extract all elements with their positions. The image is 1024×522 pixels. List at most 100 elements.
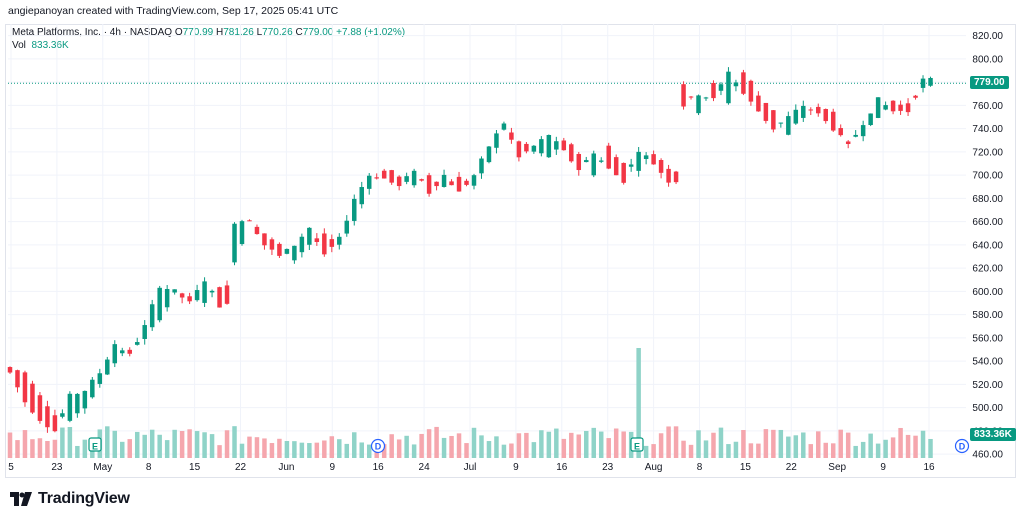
volume-bar bbox=[7, 432, 13, 458]
time-tick-label: 24 bbox=[419, 462, 431, 473]
volume-bar bbox=[239, 443, 245, 458]
candle-body bbox=[673, 171, 679, 183]
candle-body bbox=[449, 181, 454, 186]
chart-frame bbox=[5, 24, 1016, 478]
volume-bar bbox=[209, 434, 215, 458]
symbol-legend: Meta Platforms, Inc. · 4h · NASDAQ O770.… bbox=[12, 26, 405, 40]
candle-body bbox=[217, 287, 222, 308]
close-value: 779.00 bbox=[302, 27, 334, 38]
volume-bar bbox=[554, 428, 559, 458]
volume-bar bbox=[127, 439, 132, 458]
volume-bar bbox=[524, 432, 529, 458]
volume-label[interactable]: Vol bbox=[12, 40, 26, 51]
volume-bar bbox=[434, 426, 439, 458]
volume-bar bbox=[359, 442, 364, 458]
volume-bar bbox=[786, 436, 791, 458]
high-value: 781.26 bbox=[223, 27, 254, 38]
candle-body bbox=[149, 304, 155, 328]
candle-body bbox=[232, 223, 237, 263]
price-tick-label: 760.00 bbox=[972, 101, 1003, 112]
volume-bar bbox=[591, 427, 596, 458]
candle-body bbox=[374, 177, 379, 179]
time-tick-label: 15 bbox=[740, 462, 752, 473]
volume-bar bbox=[688, 444, 694, 458]
volume-bar bbox=[898, 427, 903, 458]
candle-body bbox=[486, 146, 492, 163]
volume-bar bbox=[269, 443, 275, 458]
candle-body bbox=[546, 134, 552, 158]
high-key: H bbox=[215, 27, 224, 38]
candle-body bbox=[898, 104, 903, 111]
volume-bar bbox=[52, 439, 58, 458]
candle-body bbox=[292, 245, 297, 261]
candle-body bbox=[591, 153, 596, 176]
candle-body bbox=[284, 248, 290, 254]
volume-bar bbox=[531, 442, 537, 458]
price-tick-label: 820.00 bbox=[972, 31, 1003, 42]
candle-body bbox=[860, 125, 866, 137]
candle-body bbox=[75, 393, 80, 414]
volume-bar bbox=[37, 438, 43, 458]
volume-bar bbox=[164, 440, 170, 458]
low-value: 770.26 bbox=[262, 27, 293, 38]
candle-body bbox=[853, 134, 858, 137]
volume-bar bbox=[636, 348, 641, 458]
candle-body bbox=[209, 290, 215, 293]
volume-bar bbox=[322, 440, 327, 458]
change-value: +7.88 (+1.02%) bbox=[336, 27, 406, 38]
volume-bar bbox=[681, 440, 686, 458]
volume-bar bbox=[546, 431, 552, 458]
candle-body bbox=[823, 109, 828, 122]
candle-body bbox=[763, 102, 769, 121]
volume-bar bbox=[75, 445, 80, 458]
volume-bar bbox=[479, 435, 484, 458]
volume-bar bbox=[179, 430, 185, 458]
candle-body bbox=[359, 187, 364, 205]
time-tick-label: May bbox=[93, 462, 112, 473]
candle-body bbox=[30, 383, 35, 413]
candle-body bbox=[389, 170, 394, 183]
candle-body bbox=[194, 290, 200, 301]
price-tick-label: 520.00 bbox=[972, 380, 1003, 391]
tradingview-logo[interactable]: TradingView bbox=[10, 490, 130, 508]
candle-body bbox=[703, 97, 709, 99]
volume-bar bbox=[793, 435, 799, 458]
candle-body bbox=[531, 145, 537, 152]
candle-body bbox=[479, 158, 484, 174]
volume-bar bbox=[187, 429, 192, 458]
volume-bar bbox=[224, 430, 230, 458]
price-tick-label: 540.00 bbox=[972, 357, 1003, 368]
symbol-title[interactable]: Meta Platforms, Inc. · 4h · NASDAQ bbox=[12, 27, 173, 38]
time-tick-label: 15 bbox=[189, 462, 201, 473]
volume-bar bbox=[149, 429, 155, 458]
price-tick-label: 580.00 bbox=[972, 310, 1003, 321]
candle-body bbox=[584, 160, 589, 163]
candle-body bbox=[606, 145, 611, 169]
volume-bar bbox=[15, 440, 20, 458]
candle-body bbox=[82, 390, 88, 409]
close-key: C bbox=[295, 27, 303, 38]
candle-body bbox=[127, 349, 132, 354]
candle-body bbox=[15, 370, 20, 388]
candle-body bbox=[254, 226, 260, 235]
volume-bar bbox=[30, 439, 35, 458]
candle-body bbox=[628, 164, 634, 167]
candle-body bbox=[643, 155, 649, 159]
volume-bar bbox=[247, 436, 252, 458]
candle-body bbox=[426, 175, 432, 194]
candle-body bbox=[920, 78, 926, 88]
candle-body bbox=[748, 80, 754, 102]
volume-bar bbox=[292, 441, 297, 458]
dividend-marker-label: D bbox=[959, 442, 966, 452]
volume-bar bbox=[299, 442, 305, 458]
candle-body bbox=[666, 168, 671, 183]
candle-body bbox=[913, 95, 918, 98]
volume-bar bbox=[501, 444, 507, 458]
time-tick-label: Aug bbox=[645, 462, 663, 473]
candle-body bbox=[875, 97, 881, 118]
candle-body bbox=[509, 132, 514, 140]
volume-bar bbox=[486, 441, 492, 458]
earnings-marker bbox=[88, 437, 102, 452]
candle-body bbox=[718, 84, 724, 91]
